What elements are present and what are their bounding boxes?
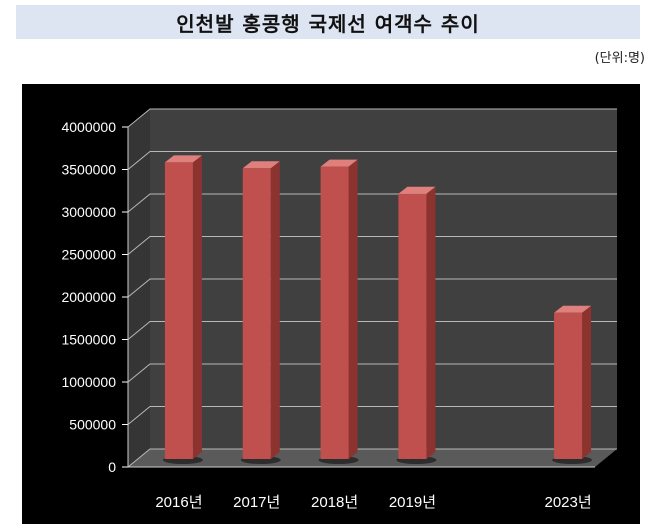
bar-chart: 0 500000 1000000 1500000 2000000 2500000 30000… xyxy=(22,84,640,524)
title-banner: 인천발 홍콩행 국제선 여객수 추이 xyxy=(16,5,640,39)
bar-top xyxy=(554,305,592,313)
bar-top xyxy=(398,186,436,194)
y-tick-label: 3000000 xyxy=(61,204,116,220)
y-tick-label: 2500000 xyxy=(61,247,116,263)
bar-top xyxy=(320,159,358,167)
bar-side xyxy=(192,155,202,459)
y-tick-label: 2000000 xyxy=(61,289,116,305)
y-tick-label: 3500000 xyxy=(61,162,116,178)
y-tick-label: 500000 xyxy=(69,417,116,433)
y-tick-label: 1500000 xyxy=(61,332,116,348)
bar xyxy=(164,162,193,459)
x-tick-label: 2016년 xyxy=(155,494,202,511)
gridline xyxy=(127,108,617,128)
bar xyxy=(242,168,271,460)
chart-panel: 0 500000 1000000 1500000 2000000 2500000 30000… xyxy=(22,84,640,524)
unit-note: (단위:명) xyxy=(594,51,645,66)
gridline xyxy=(127,278,617,298)
y-tick-label: 0 xyxy=(108,459,116,475)
x-tick-label: 2023년 xyxy=(544,494,591,511)
y-tick-label: 4000000 xyxy=(61,119,116,135)
bar-side xyxy=(582,305,592,459)
bar xyxy=(398,193,427,460)
x-tick-label: 2019년 xyxy=(389,494,436,511)
x-tick-label: 2018년 xyxy=(311,494,358,511)
gridline xyxy=(127,236,617,255)
gridline xyxy=(127,406,617,425)
bar-top xyxy=(242,161,280,169)
bar-side xyxy=(270,161,280,460)
gridline xyxy=(127,151,617,170)
bar-side xyxy=(348,159,358,459)
bar-side xyxy=(426,186,436,460)
gridline xyxy=(127,448,617,468)
gridline xyxy=(127,321,617,340)
y-tick-label: 1000000 xyxy=(61,374,116,390)
gridline xyxy=(127,363,617,383)
bar xyxy=(554,312,583,459)
x-tick-label: 2017년 xyxy=(233,494,280,511)
gridline xyxy=(127,193,617,213)
bar xyxy=(320,166,349,459)
bar-top xyxy=(164,155,202,163)
chart-title: 인천발 홍콩행 국제선 여객수 추이 xyxy=(176,11,480,36)
